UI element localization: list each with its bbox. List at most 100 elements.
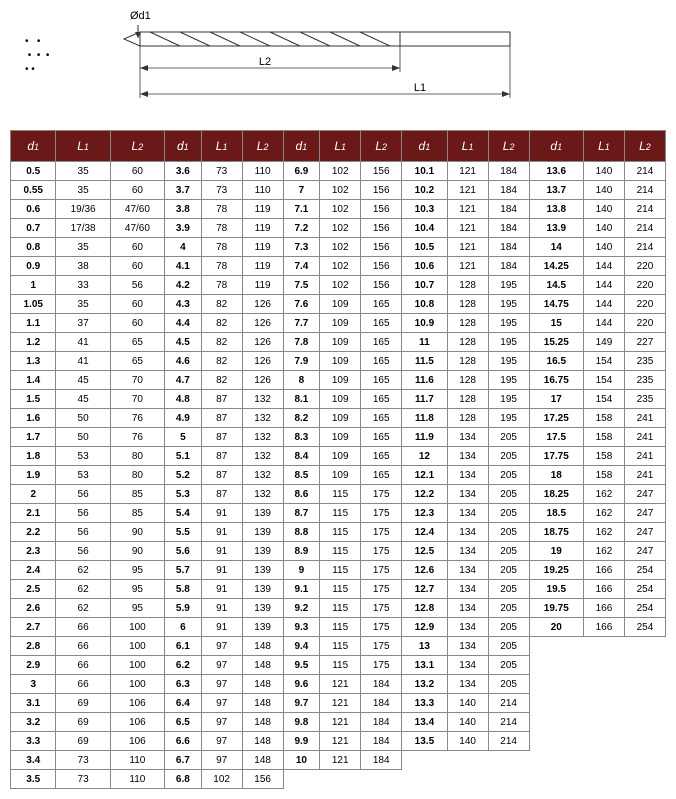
cell-l2: 227: [624, 333, 665, 352]
cell-d1: 3.4: [11, 751, 56, 770]
empty-cell: [529, 694, 583, 713]
empty-cell: [529, 713, 583, 732]
cell-l2: 165: [361, 447, 402, 466]
cell-l1: 87: [201, 409, 242, 428]
cell-d1: 2.4: [11, 561, 56, 580]
cell-l1: 78: [201, 238, 242, 257]
table-row: 2.662955.9911399.211517512.813420519.751…: [11, 599, 666, 618]
cell-d1: 18.25: [529, 485, 583, 504]
cell-l1: 121: [447, 219, 488, 238]
cell-l1: 115: [320, 523, 361, 542]
cell-l2: 106: [110, 732, 164, 751]
empty-cell: [583, 770, 624, 789]
cell-l2: 47/60: [110, 200, 164, 219]
cell-l2: 165: [361, 295, 402, 314]
cell-d1: 7.5: [283, 276, 320, 295]
table-row: 0.535603.6731106.910215610.112118413.614…: [11, 162, 666, 181]
table-row: 0.619/3647/603.8781197.110215610.3121184…: [11, 200, 666, 219]
cell-d1: 8.2: [283, 409, 320, 428]
cell-l1: 109: [320, 409, 361, 428]
cell-d1: 15.25: [529, 333, 583, 352]
cell-l2: 205: [488, 542, 529, 561]
cell-l1: 121: [320, 732, 361, 751]
table-row: 1.0535604.3821267.610916510.812819514.75…: [11, 295, 666, 314]
cell-d1: 1.8: [11, 447, 56, 466]
cell-l2: 184: [361, 713, 402, 732]
cell-l2: 156: [361, 219, 402, 238]
cell-l1: 144: [583, 276, 624, 295]
cell-l2: 76: [110, 428, 164, 447]
cell-l2: 175: [361, 523, 402, 542]
cell-d1: 5.7: [165, 561, 202, 580]
empty-cell: [488, 751, 529, 770]
cell-l1: 73: [56, 751, 110, 770]
cell-d1: 10.6: [402, 257, 447, 276]
cell-l1: 102: [320, 257, 361, 276]
cell-l1: 115: [320, 485, 361, 504]
cell-l1: 35: [56, 162, 110, 181]
cell-l1: 17/38: [56, 219, 110, 238]
cell-d1: 5.4: [165, 504, 202, 523]
cell-l1: 87: [201, 485, 242, 504]
cell-d1: 4.9: [165, 409, 202, 428]
cell-l1: 134: [447, 637, 488, 656]
cell-l2: 220: [624, 314, 665, 333]
cell-l1: 121: [320, 675, 361, 694]
cell-d1: 2.5: [11, 580, 56, 599]
cell-l2: 139: [242, 618, 283, 637]
cell-d1: 5.1: [165, 447, 202, 466]
empty-cell: [583, 713, 624, 732]
cell-l1: 109: [320, 314, 361, 333]
col-header-d1: d1: [283, 131, 320, 162]
cell-l2: 195: [488, 409, 529, 428]
cell-d1: 8: [283, 371, 320, 390]
cell-l1: 140: [583, 181, 624, 200]
cell-l2: 195: [488, 371, 529, 390]
cell-l1: 166: [583, 618, 624, 637]
empty-cell: [583, 637, 624, 656]
cell-d1: 9.2: [283, 599, 320, 618]
cell-l2: 165: [361, 352, 402, 371]
cell-l2: 175: [361, 580, 402, 599]
cell-d1: 1.9: [11, 466, 56, 485]
cell-l1: 134: [447, 656, 488, 675]
cell-l1: 82: [201, 295, 242, 314]
drill-svg: L2 L1: [110, 10, 540, 120]
cell-l1: 102: [320, 219, 361, 238]
cell-d1: 13.1: [402, 656, 447, 675]
cell-d1: 9: [283, 561, 320, 580]
cell-l1: 109: [320, 428, 361, 447]
cell-l1: 35: [56, 238, 110, 257]
cell-d1: 0.9: [11, 257, 56, 276]
cell-l1: 62: [56, 561, 110, 580]
table-row: 2.156855.4911398.711517512.313420518.516…: [11, 504, 666, 523]
cell-l1: 102: [320, 238, 361, 257]
cell-l2: 165: [361, 466, 402, 485]
cell-l1: 162: [583, 504, 624, 523]
cell-l2: 214: [624, 219, 665, 238]
cell-l1: 33: [56, 276, 110, 295]
cell-d1: 8.7: [283, 504, 320, 523]
cell-l2: 205: [488, 447, 529, 466]
cell-l2: 175: [361, 637, 402, 656]
cell-l1: 87: [201, 428, 242, 447]
cell-l2: 90: [110, 523, 164, 542]
cell-d1: 10: [283, 751, 320, 770]
cell-l2: 247: [624, 485, 665, 504]
cell-l2: 205: [488, 618, 529, 637]
empty-cell: [529, 637, 583, 656]
cell-d1: 18: [529, 466, 583, 485]
cell-l2: 165: [361, 314, 402, 333]
cell-l2: 132: [242, 485, 283, 504]
cell-d1: 10.2: [402, 181, 447, 200]
cell-l2: 235: [624, 352, 665, 371]
cell-d1: 12.4: [402, 523, 447, 542]
cell-d1: 18.5: [529, 504, 583, 523]
cell-l1: 37: [56, 314, 110, 333]
cell-d1: 19: [529, 542, 583, 561]
cell-d1: 20: [529, 618, 583, 637]
empty-cell: [447, 751, 488, 770]
cell-l1: 140: [583, 238, 624, 257]
cell-l2: 241: [624, 447, 665, 466]
cell-l1: 134: [447, 523, 488, 542]
